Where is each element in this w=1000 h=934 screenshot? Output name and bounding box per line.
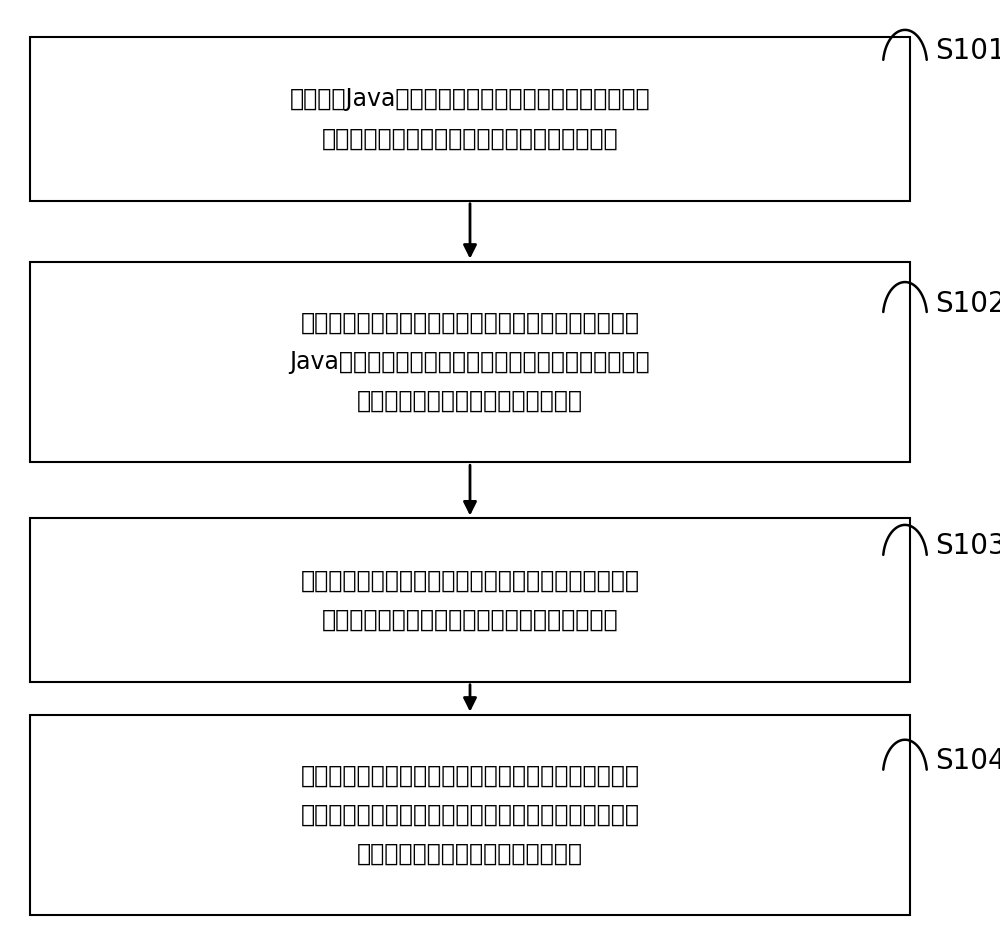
Text: 获取目标Java应用在运行过程中产生的日志信息，并判
断在所述日志信息中是否存在线程耗尽报错信息: 获取目标Java应用在运行过程中产生的日志信息，并判 断在所述日志信息中是否存在…: [290, 88, 650, 150]
Text: 将最大相似度值的线程对中两个线程名称所对应的两个
目标实例化线程确定为异常线程对，并将添加有所述异
常线程对的报警信息发送至指定终端: 将最大相似度值的线程对中两个线程名称所对应的两个 目标实例化线程确定为异常线程对…: [300, 764, 640, 866]
Bar: [30, 37, 910, 201]
Bar: [30, 715, 910, 915]
Text: S103: S103: [935, 532, 1000, 560]
Bar: [30, 518, 910, 682]
Text: S101: S101: [935, 37, 1000, 65]
Text: S102: S102: [935, 290, 1000, 318]
Text: 在存在所述线程耗尽报错信息的情况下，获取所述目标
Java应用在运行过程中产生的线程文件；其中，所述线
程文件包括：实例化线程的线程名称: 在存在所述线程耗尽报错信息的情况下，获取所述目标 Java应用在运行过程中产生的…: [290, 311, 650, 413]
Bar: [30, 262, 910, 462]
Text: 将所述线程文件中任意两个线程名称组成一个线程对，
并计算每个线程对中的两个线程名称的相似度值: 将所述线程文件中任意两个线程名称组成一个线程对， 并计算每个线程对中的两个线程名…: [300, 569, 640, 631]
Text: S104: S104: [935, 747, 1000, 775]
